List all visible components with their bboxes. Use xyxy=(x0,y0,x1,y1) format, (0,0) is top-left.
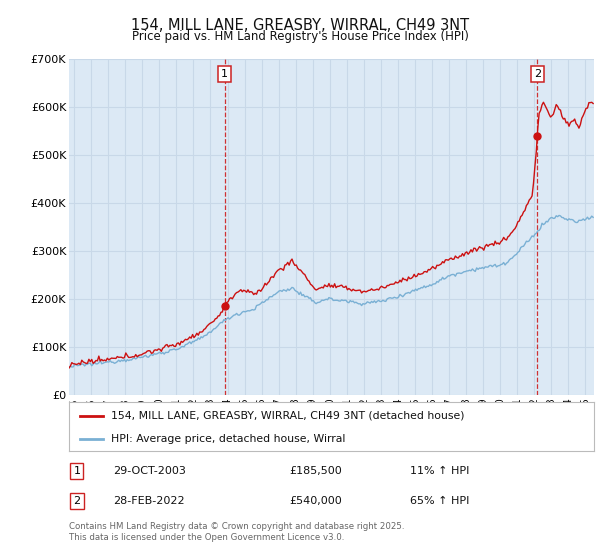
Text: 65% ↑ HPI: 65% ↑ HPI xyxy=(410,496,470,506)
Text: 28-FEB-2022: 28-FEB-2022 xyxy=(113,496,185,506)
Text: Contains HM Land Registry data © Crown copyright and database right 2025.: Contains HM Land Registry data © Crown c… xyxy=(69,522,404,531)
Text: 1: 1 xyxy=(221,69,228,79)
Text: £185,500: £185,500 xyxy=(290,466,342,476)
Text: 154, MILL LANE, GREASBY, WIRRAL, CH49 3NT (detached house): 154, MILL LANE, GREASBY, WIRRAL, CH49 3N… xyxy=(111,410,464,421)
Text: HPI: Average price, detached house, Wirral: HPI: Average price, detached house, Wirr… xyxy=(111,433,346,444)
Text: 154, MILL LANE, GREASBY, WIRRAL, CH49 3NT: 154, MILL LANE, GREASBY, WIRRAL, CH49 3N… xyxy=(131,18,469,33)
Text: Price paid vs. HM Land Registry's House Price Index (HPI): Price paid vs. HM Land Registry's House … xyxy=(131,30,469,43)
Text: 2: 2 xyxy=(533,69,541,79)
Text: 1: 1 xyxy=(73,466,80,476)
Text: This data is licensed under the Open Government Licence v3.0.: This data is licensed under the Open Gov… xyxy=(69,533,344,542)
Text: £540,000: £540,000 xyxy=(290,496,342,506)
Text: 11% ↑ HPI: 11% ↑ HPI xyxy=(410,466,470,476)
Text: 2: 2 xyxy=(73,496,80,506)
Text: 29-OCT-2003: 29-OCT-2003 xyxy=(113,466,187,476)
